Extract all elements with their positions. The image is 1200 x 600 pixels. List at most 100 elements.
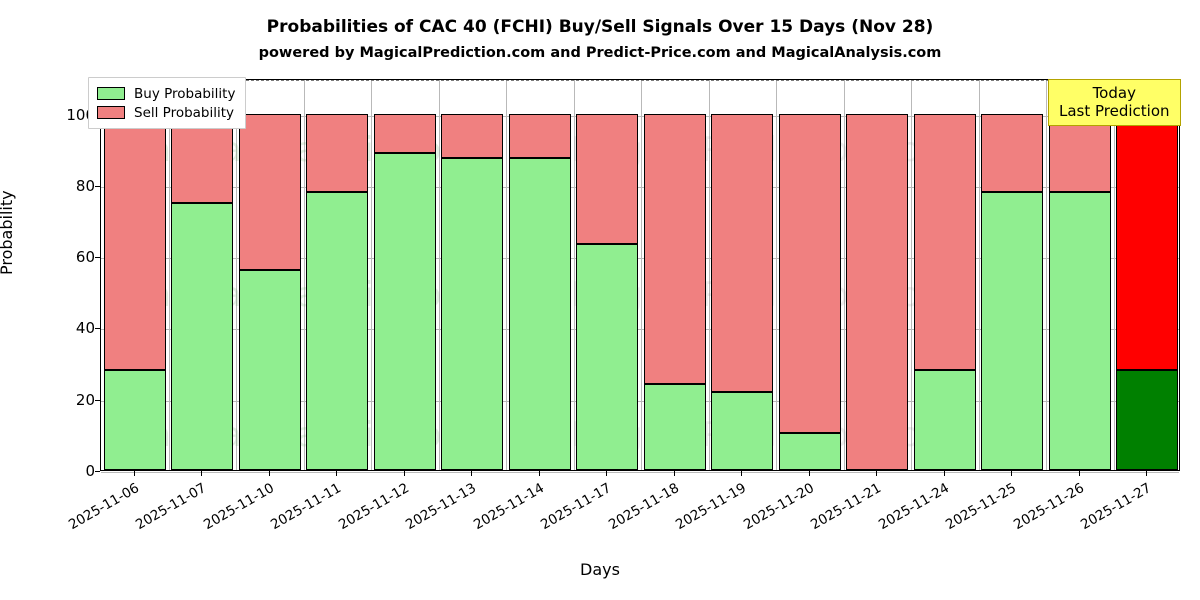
bar-segment-sell[interactable] (643, 113, 706, 385)
x-axis-tick-mark (201, 471, 203, 476)
grid-line-horizontal (101, 258, 1179, 260)
y-axis-tick-label: 60 (75, 248, 95, 267)
bar-segment-buy[interactable] (171, 202, 234, 470)
grid-line-vertical (303, 80, 305, 470)
bar-group[interactable] (306, 78, 369, 470)
bar-segment-sell[interactable] (238, 113, 301, 271)
grid-line-vertical (1046, 80, 1047, 470)
bar-segment-buy[interactable] (238, 270, 301, 470)
bar-segment-buy[interactable] (913, 370, 976, 470)
today-label-line1: Today (1092, 84, 1136, 102)
x-axis-tick-mark (268, 471, 270, 476)
bar-group[interactable] (373, 78, 436, 470)
y-axis-tick-label: 80 (75, 176, 95, 195)
bar-segment-sell[interactable] (373, 113, 436, 153)
bar-segment-buy[interactable] (1116, 370, 1179, 470)
x-axis-tick-mark (741, 471, 743, 476)
grid-line-vertical (371, 80, 372, 470)
bar-group[interactable] (846, 78, 909, 470)
bar-group[interactable] (238, 78, 301, 470)
x-axis-tick-mark (673, 471, 675, 476)
grid-line-horizontal (101, 186, 1179, 188)
bar-series-layer (101, 80, 1179, 470)
y-axis-tick-label: 0 (85, 462, 95, 480)
x-axis-tick-mark (336, 471, 338, 476)
grid-line-vertical (776, 80, 777, 470)
grid-line-vertical (506, 80, 507, 470)
bar-segment-buy[interactable] (1048, 192, 1111, 470)
bar-segment-sell[interactable] (981, 113, 1044, 193)
bar-segment-buy[interactable] (576, 243, 639, 470)
bar-group[interactable] (171, 78, 234, 470)
legend-item-buy[interactable]: Buy Probability (97, 84, 235, 103)
y-axis-tick-mark (95, 257, 100, 259)
y-axis-tick-label: 100 (66, 105, 95, 124)
bar-segment-sell[interactable] (508, 113, 571, 159)
grid-line-vertical (978, 80, 980, 470)
bar-segment-sell[interactable] (1048, 113, 1111, 193)
bar-group[interactable] (778, 78, 841, 470)
y-axis-tick-mark (95, 399, 100, 401)
plot-area: MagicalAnalysis.comMagicalPrediction.com… (100, 79, 1180, 473)
bar-segment-sell[interactable] (306, 113, 369, 193)
grid-line-vertical (438, 80, 440, 470)
bar-segment-buy[interactable] (711, 391, 774, 470)
bar-segment-buy[interactable] (373, 152, 436, 470)
bar-segment-buy[interactable] (306, 192, 369, 470)
bar-group[interactable] (643, 78, 706, 470)
grid-line-vertical (1113, 80, 1115, 470)
bar-group[interactable] (441, 78, 504, 470)
bar-segment-buy[interactable] (441, 158, 504, 470)
x-axis-tick-mark (1146, 471, 1148, 476)
bar-segment-sell[interactable] (711, 113, 774, 392)
x-axis-tick-mark (808, 471, 810, 476)
grid-line-horizontal (101, 400, 1179, 402)
bar-segment-buy[interactable] (508, 158, 571, 470)
bar-segment-sell[interactable] (778, 113, 841, 433)
legend-item-sell[interactable]: Sell Probability (97, 103, 235, 122)
bar-group[interactable] (913, 78, 976, 470)
bar-group[interactable] (981, 78, 1044, 470)
bar-group[interactable] (103, 78, 166, 470)
legend-label-buy: Buy Probability (134, 85, 236, 102)
y-axis-title: Probability (0, 190, 16, 275)
y-axis-tick-label: 20 (75, 390, 95, 409)
grid-line-vertical (236, 80, 237, 470)
grid-line-vertical (573, 80, 575, 470)
x-axis-tick-mark (606, 471, 608, 476)
bar-group[interactable] (1116, 78, 1179, 470)
bar-segment-sell[interactable] (103, 113, 166, 371)
today-label-line2: Last Prediction (1059, 102, 1170, 121)
bar-segment-buy[interactable] (778, 432, 841, 470)
grid-line-vertical (843, 80, 845, 470)
y-axis-tick-mark (95, 328, 100, 330)
bar-group[interactable] (711, 78, 774, 470)
reference-dashed-line (101, 80, 1179, 81)
bar-segment-sell[interactable] (576, 113, 639, 244)
legend-swatch-sell-icon (97, 106, 125, 119)
bar-segment-sell[interactable] (913, 113, 976, 371)
bar-group[interactable] (576, 78, 639, 470)
grid-line-vertical (911, 80, 912, 470)
bar-group[interactable] (1048, 78, 1111, 470)
bar-segment-sell[interactable] (441, 113, 504, 159)
bar-segment-buy[interactable] (103, 370, 166, 470)
legend-label-sell: Sell Probability (134, 104, 235, 121)
bar-segment-sell[interactable] (1116, 113, 1179, 371)
x-axis-tick-mark (1078, 471, 1080, 476)
bar-segment-buy[interactable] (643, 384, 706, 470)
legend-swatch-buy-icon (97, 87, 125, 100)
grid-line-horizontal (101, 115, 1179, 117)
chart-title: Probabilities of CAC 40 (FCHI) Buy/Sell … (266, 17, 934, 37)
x-axis-tick-mark (943, 471, 945, 476)
bar-group[interactable] (508, 78, 571, 470)
grid-line-vertical (168, 80, 170, 470)
x-axis-tick-mark (133, 471, 135, 476)
x-axis-tick-mark (403, 471, 405, 476)
bar-segment-sell[interactable] (846, 113, 909, 470)
y-axis-tick-mark (95, 185, 100, 187)
bar-segment-buy[interactable] (981, 192, 1044, 470)
grid-line-horizontal (101, 329, 1179, 331)
legend: Buy Probability Sell Probability (88, 77, 247, 129)
